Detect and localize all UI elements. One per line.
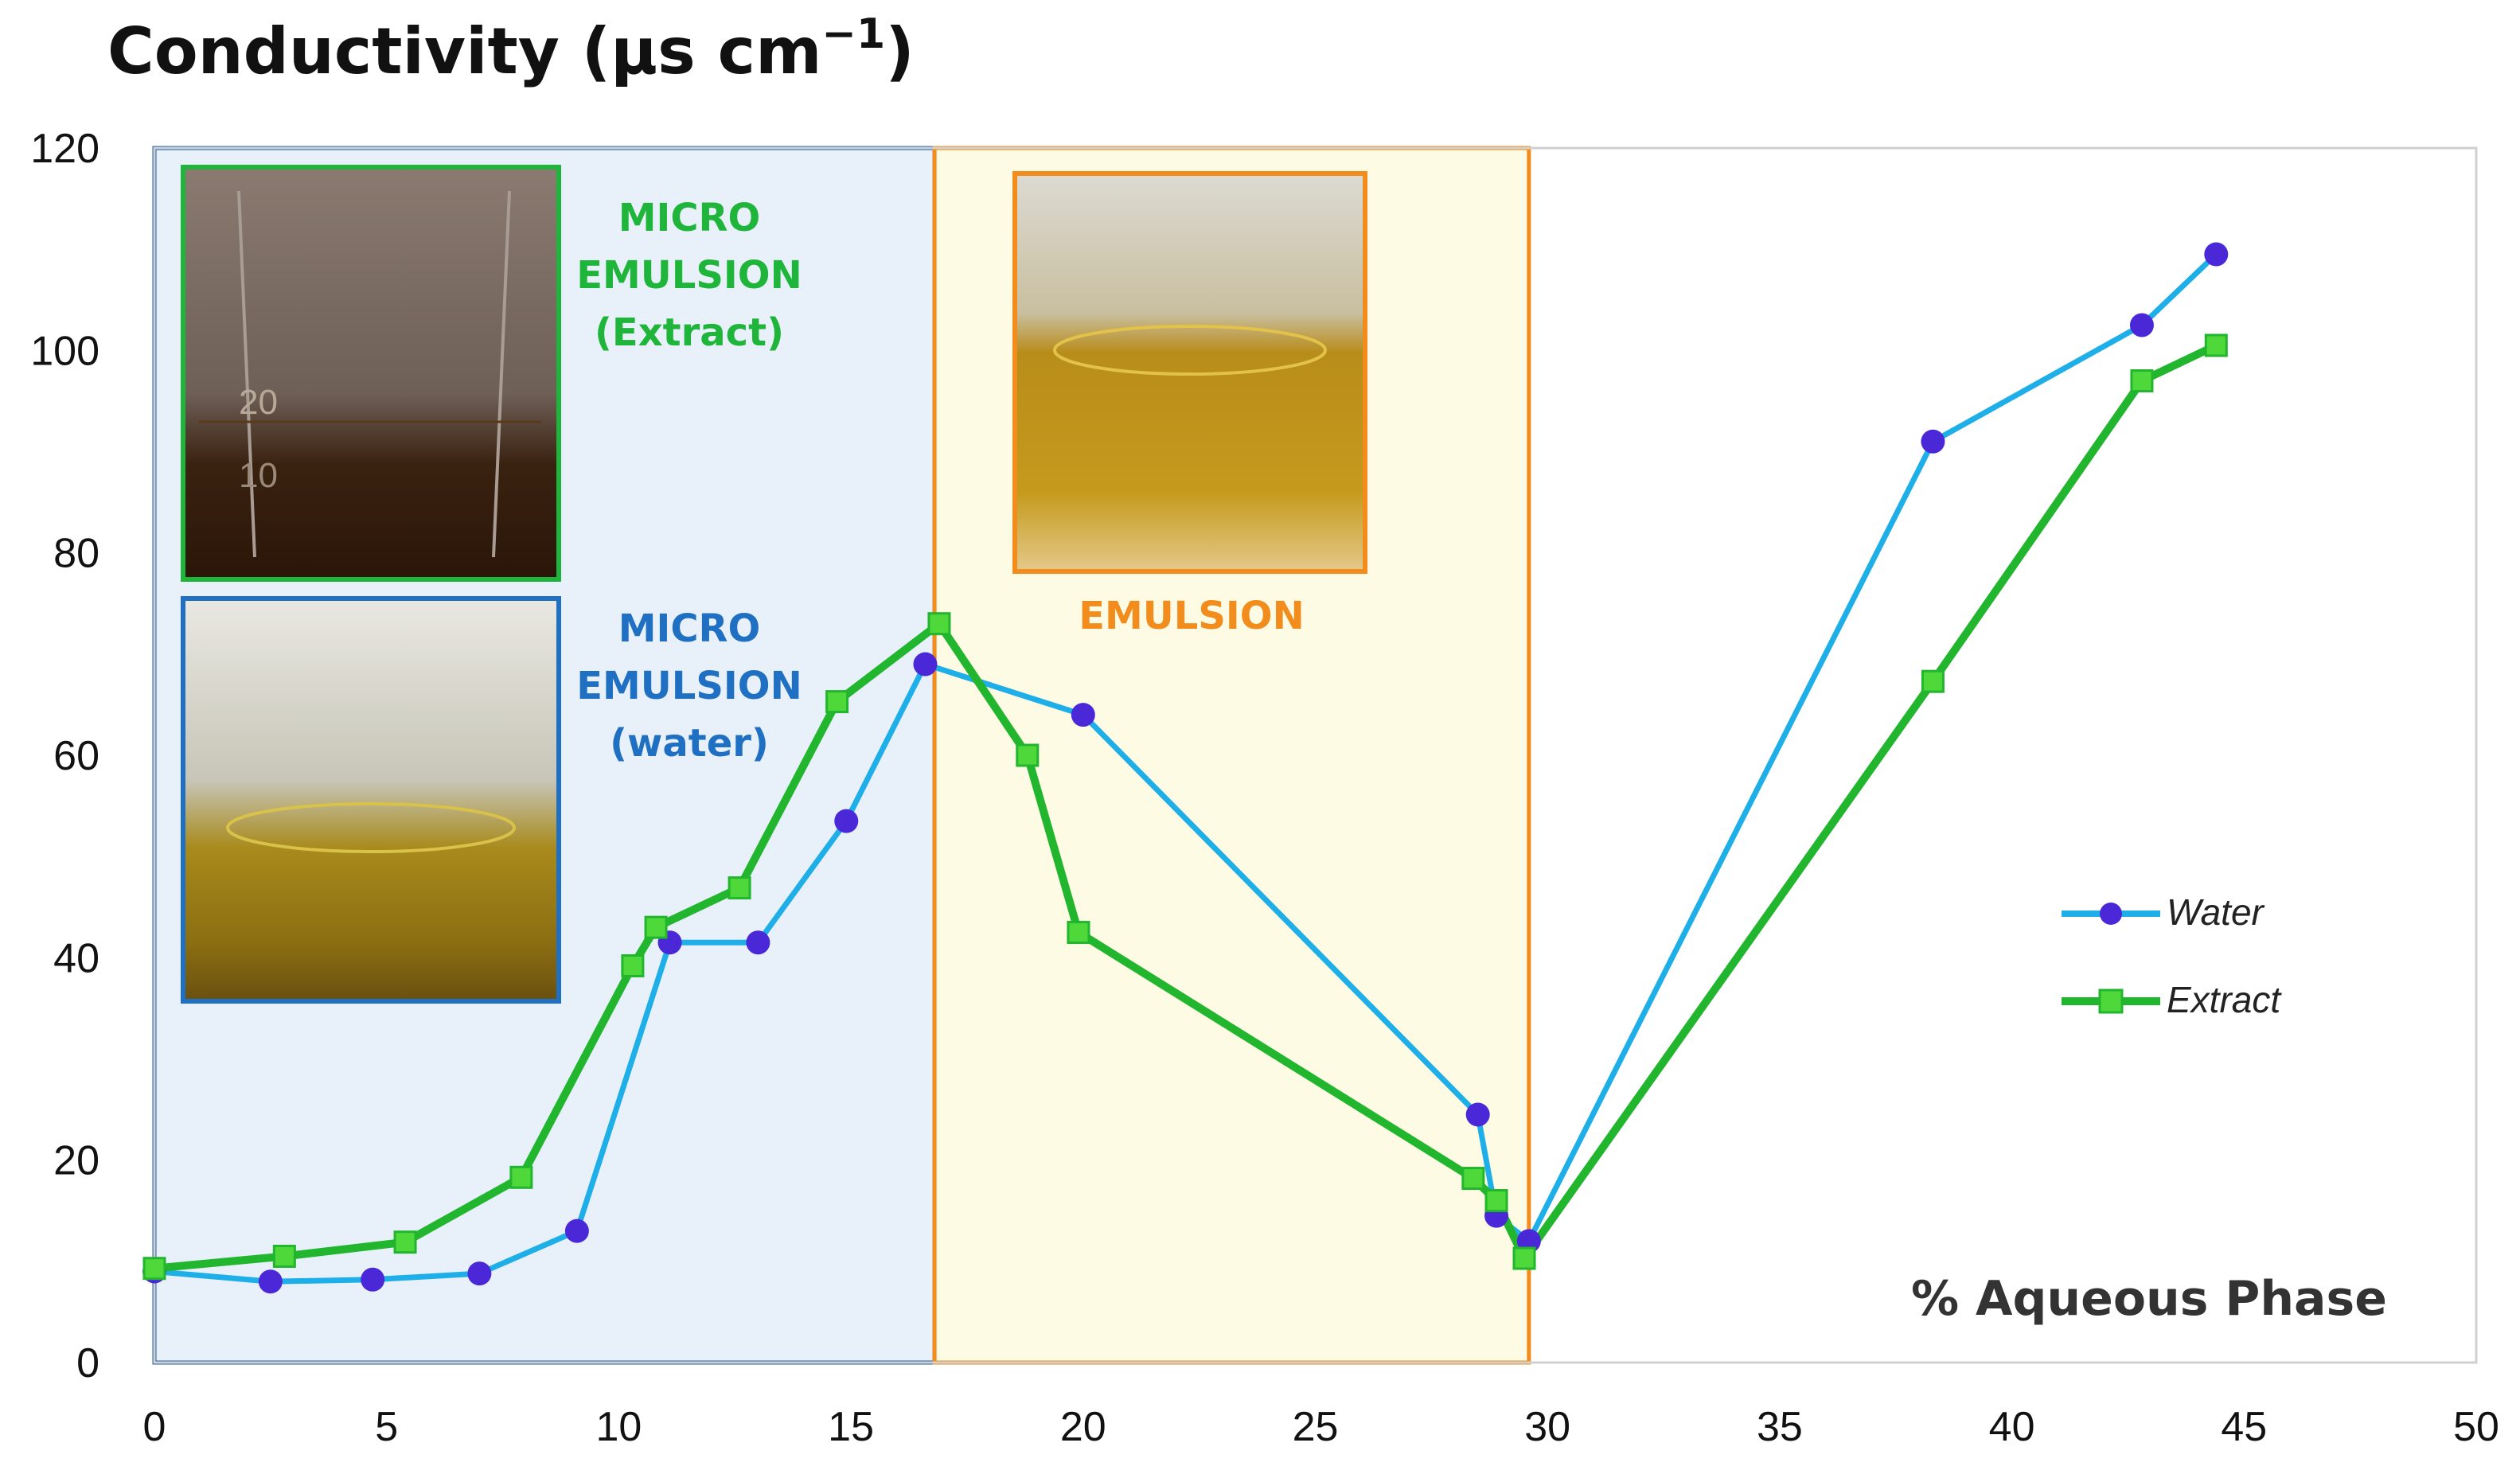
water-point [1921,429,1945,454]
water-point [834,809,859,833]
extract-point [728,876,751,900]
chart-title-close: ) [885,14,915,88]
y-tick-label: 100 [30,328,99,374]
extract-point [1921,669,1945,693]
photo-emulsion-beaker [1012,171,1367,574]
beaker-mark-20: 20 [239,383,278,422]
extract-point [2204,333,2228,357]
label-micro-water-line2: EMULSION [576,664,802,708]
series [142,242,2229,1294]
legend-water-label: Water [2167,891,2265,933]
extract-point [142,1257,166,1281]
y-tick-label: 20 [53,1138,99,1184]
label-micro-extract-line1: MICRO [618,196,761,240]
extract-point [1067,921,1090,945]
legend-extract-marker [2098,988,2124,1014]
extract-point [1016,743,1040,767]
water-point [361,1267,385,1292]
beaker-mark-10: 10 [239,456,278,495]
photo-extract-beaker: 20 10 [181,165,561,582]
extract-point [393,1230,417,1254]
label-micro-water-line1: MICRO [618,606,761,651]
water-point [2204,242,2229,267]
y-tick-label: 120 [30,126,99,172]
series-line-water [151,251,2219,1285]
y-tick-label: 40 [53,935,99,981]
water-point [258,1269,283,1294]
chart-title-main: Conductivity (µs cm [107,14,821,88]
label-micro-water: MICRO EMULSION (water) [576,606,802,766]
legend-water-marker [2100,903,2122,925]
y-tick-label: 60 [53,733,99,779]
plot-frame [153,146,2478,1364]
label-micro-extract-line3: (Extract) [595,310,784,355]
x-axis-label: % Aqueous Phase [1911,1271,2387,1327]
water-point [467,1261,492,1286]
extract-point [927,612,951,636]
extract-point [1512,1246,1536,1270]
y-tick-label: 0 [76,1340,99,1386]
x-tick-label: 0 [143,1404,166,1450]
water-point [746,930,770,955]
label-micro-extract-line2: EMULSION [576,253,802,298]
water-point [1465,1102,1490,1127]
extract-point [621,954,645,978]
water-point [564,1219,589,1243]
x-tick-label: 20 [1060,1404,1106,1450]
extract-point [825,690,849,714]
label-micro-water-line3: (water) [610,721,769,766]
x-tick-label: 50 [2453,1404,2499,1450]
x-tick-label: 25 [1293,1404,1339,1450]
x-tick-label: 40 [1989,1404,2035,1450]
extract-point [644,915,668,939]
legend-extract-label: Extract [2167,979,2282,1020]
water-point [1071,703,1095,727]
photo-water-beaker [181,596,561,1004]
extract-point [509,1165,533,1189]
extract-point [272,1244,296,1268]
x-tick-label: 35 [1757,1404,1803,1450]
chart-title-superscript: −1 [821,10,885,58]
legend: Water Extract [2062,891,2282,1020]
water-point [2129,313,2154,337]
axes: 0 20 40 60 80 100 120 0 5 10 15 20 25 30 35 40 45 50 [30,126,2499,1450]
label-micro-extract: MICRO EMULSION (Extract) [576,196,802,355]
x-tick-label: 30 [1524,1404,1570,1450]
chart-title: Conductivity (µs cm−1) [107,10,915,88]
x-tick-label: 45 [2221,1404,2267,1450]
y-tick-label: 80 [53,531,99,577]
water-point [913,652,938,677]
extract-point [1484,1189,1508,1213]
label-emulsion: EMULSION [1079,594,1305,638]
x-tick-label: 10 [595,1404,642,1450]
x-tick-label: 5 [375,1404,398,1450]
extract-point [2130,368,2154,392]
x-tick-label: 15 [828,1404,874,1450]
extract-point [1461,1167,1485,1191]
